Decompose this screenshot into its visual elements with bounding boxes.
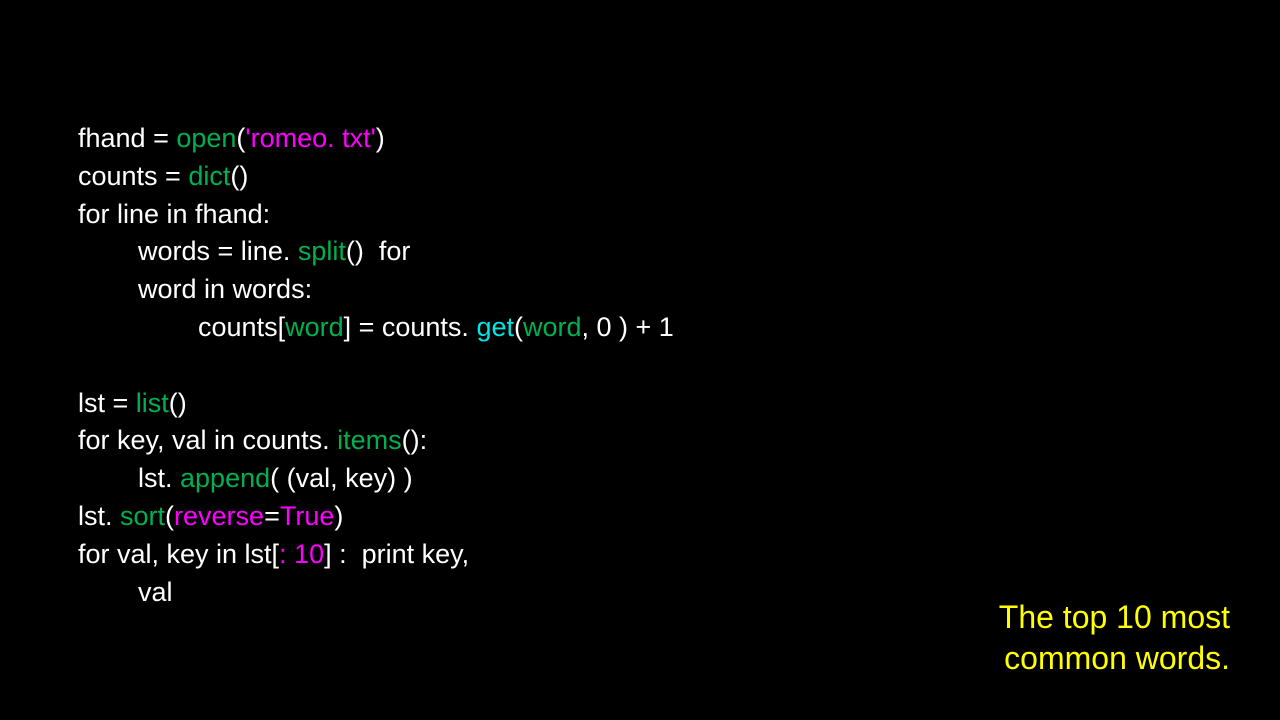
code-text: () [346,236,364,266]
code-text: , 0 ) + 1 [582,312,674,342]
code-blank-line [78,347,674,385]
code-method: items [337,425,402,455]
code-line-3: for line in fhand: [78,196,674,234]
code-kwarg: reverse [174,501,264,531]
code-text: ( (val, key) ) [270,463,413,493]
code-text: ) [334,501,343,531]
code-text: counts[ [78,312,285,342]
code-text: ( [165,501,174,531]
code-text: for key, val in counts. [78,425,337,455]
code-text: word in words: [78,274,312,304]
code-text: counts = [78,161,188,191]
code-text: lst. [78,463,180,493]
code-text: words = line. [78,236,298,266]
code-method: sort [120,501,165,531]
code-text: (): [402,425,427,455]
code-func: open [176,123,236,153]
code-text: ( [514,312,523,342]
code-text: for val, key in lst[ [78,539,279,569]
code-text: ) [376,123,385,153]
code-text: () [230,161,248,191]
code-line-6: counts[word] = counts. get(word, 0 ) + 1 [78,309,674,347]
code-line-4: words = line. split() for [78,233,674,271]
code-text: fhand = [78,123,176,153]
code-line-9: lst. append( (val, key) ) [78,460,674,498]
code-func: split [298,236,346,266]
code-line-11: for val, key in lst[: 10] : print key, [78,536,674,574]
caption-line-1: The top 10 most [999,597,1230,639]
code-text: = [264,501,280,531]
code-line-2: counts = dict() [78,158,674,196]
code-text: () [169,388,187,418]
code-text: lst = [78,388,136,418]
code-func: list [136,388,169,418]
code-slice: : 10 [279,539,324,569]
code-text: lst. [78,501,120,531]
code-text: ] : print key, [324,539,469,569]
code-text: for line in fhand: [78,199,270,229]
code-string: 'romeo. txt' [245,123,375,153]
code-var: word [523,312,582,342]
code-var: word [285,312,344,342]
code-line-7: lst = list() [78,385,674,423]
code-line-12: val [78,574,674,612]
code-text: val [78,577,173,607]
code-text [78,350,86,380]
code-const: True [280,501,335,531]
code-text: ] = counts. [344,312,477,342]
code-text: for [364,236,411,266]
code-line-10: lst. sort(reverse=True) [78,498,674,536]
code-line-5: word in words: [78,271,674,309]
code-line-1: fhand = open('romeo. txt') [78,120,674,158]
code-func: dict [188,161,230,191]
code-block: fhand = open('romeo. txt') counts = dict… [78,120,674,611]
code-method: get [476,312,514,342]
code-method: append [180,463,270,493]
caption: The top 10 most common words. [999,597,1230,680]
code-line-8: for key, val in counts. items(): [78,422,674,460]
caption-line-2: common words. [999,638,1230,680]
